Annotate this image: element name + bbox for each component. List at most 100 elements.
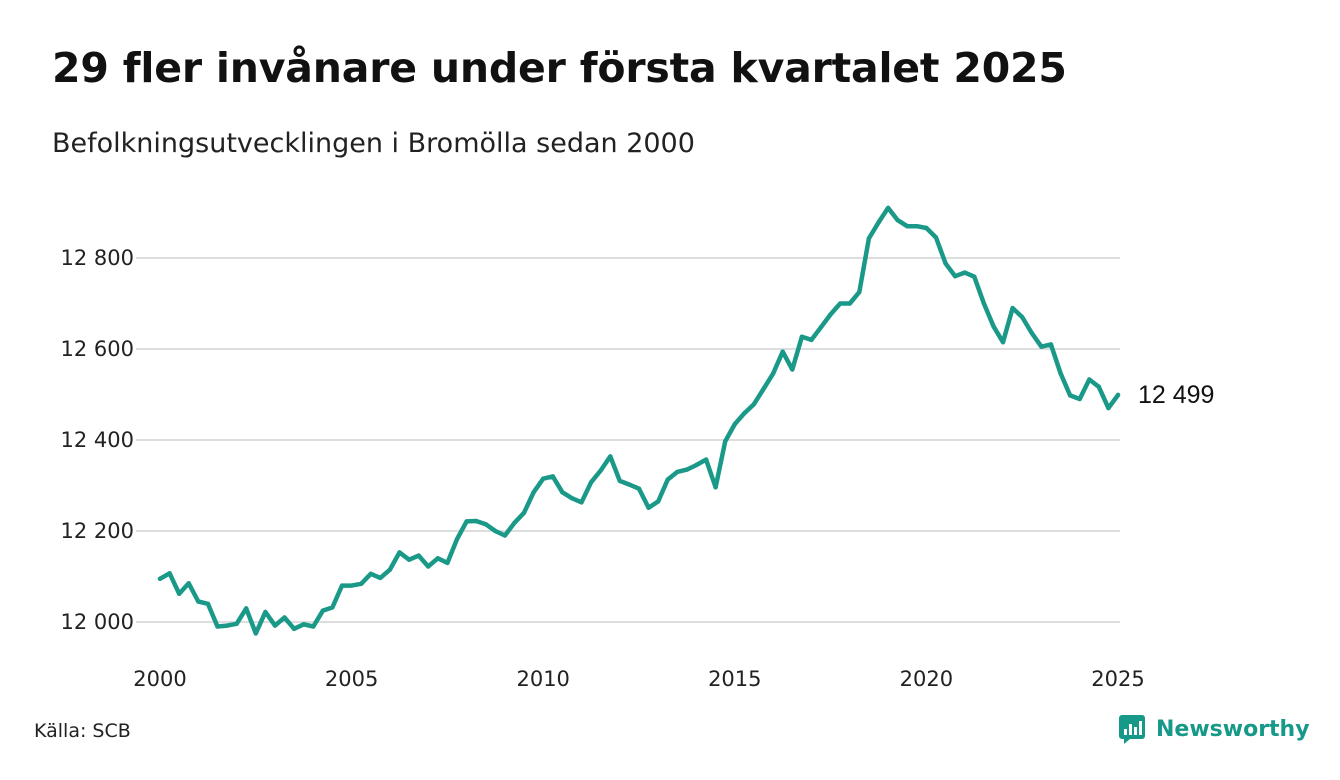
data-point xyxy=(895,218,900,223)
data-point xyxy=(847,301,852,306)
data-point xyxy=(569,496,575,501)
data-point xyxy=(406,557,412,562)
data-point xyxy=(703,457,709,462)
data-point xyxy=(282,615,287,620)
data-point xyxy=(656,499,661,504)
data-point xyxy=(167,571,172,576)
data-point xyxy=(560,490,565,495)
data-point xyxy=(224,623,230,628)
data-point xyxy=(617,478,622,484)
x-tick-label: 2000 xyxy=(133,667,186,691)
data-point xyxy=(962,270,967,275)
data-point xyxy=(914,224,919,229)
data-point xyxy=(1048,342,1054,347)
data-point xyxy=(1000,340,1006,345)
data-point xyxy=(445,560,450,566)
data-point xyxy=(943,261,948,266)
data-point xyxy=(426,564,431,569)
y-tick-label: 12 000 xyxy=(61,610,134,634)
data-point xyxy=(541,476,546,481)
data-points xyxy=(157,205,1121,636)
data-point xyxy=(473,518,479,524)
x-tick-label: 2015 xyxy=(708,667,761,691)
y-axis-ticks: 12 000 12 200 12 400 12 600 12 800 xyxy=(61,246,134,634)
data-point xyxy=(818,325,824,330)
data-point xyxy=(694,462,699,468)
data-point xyxy=(1039,344,1044,349)
data-point xyxy=(579,500,584,505)
data-point xyxy=(531,490,536,495)
data-point xyxy=(291,626,297,631)
data-point xyxy=(416,553,421,558)
chart-subtitle: Befolkningsutvecklingen i Bromölla sedan… xyxy=(52,128,695,159)
data-point xyxy=(761,386,766,392)
data-point xyxy=(905,224,910,229)
data-point xyxy=(885,205,891,211)
data-point xyxy=(857,289,862,295)
gridlines xyxy=(136,257,1120,623)
chart-title: 29 fler invånare under första kvartalet … xyxy=(52,44,1067,92)
data-point xyxy=(205,601,211,606)
data-point xyxy=(378,575,383,581)
data-point xyxy=(512,520,517,525)
data-point xyxy=(521,510,527,515)
data-point xyxy=(684,467,690,472)
data-point xyxy=(244,606,249,611)
x-tick-label: 2020 xyxy=(900,667,953,691)
data-point xyxy=(981,301,987,306)
data-point xyxy=(799,334,805,339)
data-point xyxy=(713,485,718,490)
data-point xyxy=(493,528,498,534)
data-point xyxy=(435,556,440,561)
data-point xyxy=(1115,392,1121,398)
data-point xyxy=(608,454,613,459)
data-point xyxy=(991,324,996,329)
data-point xyxy=(675,469,680,475)
data-point xyxy=(234,621,239,626)
data-point xyxy=(253,631,258,636)
data-point xyxy=(723,439,728,444)
data-point xyxy=(464,519,469,524)
data-point xyxy=(1029,330,1035,336)
data-point xyxy=(646,505,651,510)
data-point xyxy=(502,533,508,538)
data-point xyxy=(368,571,373,576)
data-point xyxy=(263,609,268,615)
x-axis-ticks: 2000 2005 2010 2015 2020 2025 xyxy=(133,667,1144,691)
data-point xyxy=(387,567,393,572)
data-point xyxy=(320,608,326,613)
data-point xyxy=(1087,377,1092,382)
data-point xyxy=(742,411,747,416)
data-point xyxy=(1058,370,1063,376)
data-point xyxy=(665,477,670,482)
data-point xyxy=(1096,384,1102,389)
data-point xyxy=(196,599,201,604)
data-point xyxy=(186,581,191,586)
data-point xyxy=(770,371,776,376)
data-point xyxy=(828,312,833,317)
data-point xyxy=(790,367,795,372)
y-tick-label: 12 600 xyxy=(61,337,134,361)
data-point xyxy=(627,482,632,487)
source-note: Källa: SCB xyxy=(34,720,131,742)
data-point xyxy=(397,550,402,555)
data-point xyxy=(1106,405,1111,411)
x-tick-label: 2025 xyxy=(1091,667,1144,691)
brand-logo: Newsworthy xyxy=(1118,714,1310,744)
y-tick-label: 12 800 xyxy=(61,246,134,270)
data-point xyxy=(550,474,555,479)
data-point xyxy=(330,605,335,610)
x-tick-label: 2010 xyxy=(516,667,569,691)
data-point xyxy=(1077,396,1082,402)
series-line xyxy=(157,205,1121,636)
data-point xyxy=(952,274,958,279)
data-point xyxy=(454,537,460,542)
data-point xyxy=(876,220,881,225)
data-point xyxy=(780,349,785,354)
x-tick-label: 2005 xyxy=(325,667,378,691)
y-tick-label: 12 200 xyxy=(61,519,134,543)
data-point xyxy=(157,576,163,581)
data-point xyxy=(751,401,757,407)
data-point xyxy=(1010,305,1015,311)
data-point xyxy=(349,583,354,588)
